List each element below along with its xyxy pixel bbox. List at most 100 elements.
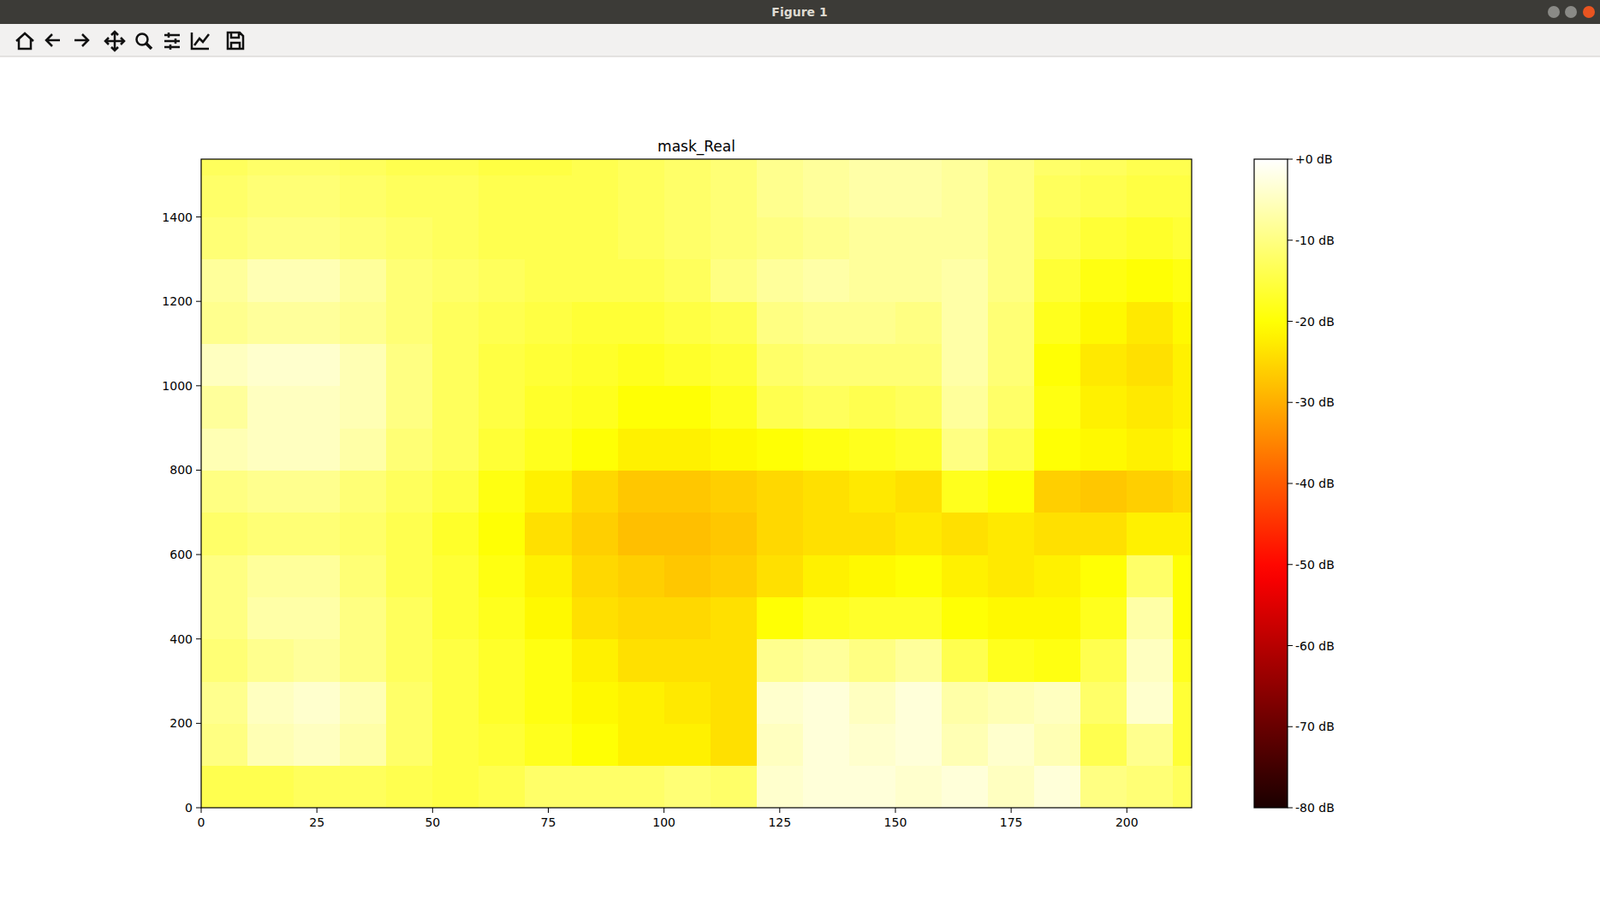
heatmap-cell — [941, 469, 989, 513]
heatmap-cell — [247, 428, 295, 471]
heatmap-cell — [941, 217, 989, 261]
heatmap-cell — [339, 259, 387, 303]
configure-icon[interactable] — [164, 32, 180, 50]
heatmap-cell — [849, 386, 897, 429]
heatmap-cell — [201, 259, 249, 303]
heatmap-cell — [524, 301, 572, 345]
heatmap-cell — [339, 428, 387, 471]
heatmap-cell — [710, 723, 758, 767]
axes-icon[interactable] — [191, 32, 209, 49]
y-tick-label: 400 — [169, 632, 193, 647]
zoom-icon[interactable] — [136, 34, 149, 46]
y-tick — [196, 808, 202, 809]
heatmap-cell — [756, 512, 804, 556]
window-title: Figure 1 — [771, 5, 827, 19]
heatmap-cell — [941, 681, 989, 725]
window-button[interactable] — [1547, 5, 1560, 18]
y-tick — [196, 385, 202, 387]
heatmap-cell — [524, 428, 572, 471]
heatmap-cell — [386, 386, 434, 429]
heatmap-cell — [941, 259, 989, 303]
heatmap-cell — [1080, 469, 1128, 513]
heatmap-cell — [386, 554, 434, 598]
colorbar-tick — [1287, 159, 1293, 161]
heatmap-cell — [664, 386, 712, 429]
heatmap-cell — [618, 723, 666, 767]
heatmap-cell — [1034, 159, 1082, 176]
heatmap-cell — [247, 259, 295, 303]
home-icon[interactable] — [16, 33, 34, 49]
x-tick-label: 175 — [999, 815, 1024, 830]
heatmap-cell — [895, 639, 943, 683]
heatmap-cell — [524, 766, 572, 809]
y-tick — [196, 638, 202, 640]
heatmap-cell — [710, 428, 758, 471]
heatmap-cell — [802, 159, 851, 176]
heatmap-cell — [432, 469, 480, 513]
x-tick-label: 100 — [652, 815, 676, 830]
heatmap-cell — [849, 428, 897, 471]
back-icon[interactable] — [46, 34, 60, 47]
colorbar-tick — [1287, 321, 1293, 322]
heatmap-cell — [571, 639, 619, 683]
heatmap-cell — [987, 159, 1035, 176]
y-tick — [196, 216, 202, 218]
heatmap-cell — [1034, 639, 1082, 683]
colorbar — [1254, 159, 1288, 809]
heatmap-cell — [849, 596, 897, 640]
y-tick — [196, 301, 202, 303]
heatmap-cell — [1172, 344, 1192, 387]
heatmap-cell — [1080, 259, 1128, 303]
heatmap-cell — [1126, 639, 1174, 683]
save-icon[interactable] — [227, 32, 244, 49]
heatmap-cell — [293, 386, 341, 429]
x-tick — [201, 808, 203, 814]
heatmap-cell — [849, 217, 897, 261]
heatmap-cell — [1080, 596, 1128, 640]
heatmap-cell — [987, 428, 1035, 471]
heatmap-cell — [386, 596, 434, 640]
colorbar-tick-label: +0 dB — [1295, 152, 1333, 167]
heatmap-cell — [432, 428, 480, 471]
heatmap-cell — [710, 554, 758, 598]
heatmap-cell — [756, 596, 804, 640]
heatmap-cell — [1080, 723, 1128, 767]
heatmap-cell — [201, 174, 249, 218]
heatmap-cell — [386, 174, 434, 218]
heatmap-cell — [987, 554, 1035, 598]
heatmap-cell — [664, 554, 712, 598]
heatmap-cell — [478, 428, 526, 471]
heatmap-cell — [432, 681, 480, 725]
heatmap-cell — [1034, 301, 1082, 345]
heatmap-cell — [1080, 681, 1128, 725]
x-tick-label: 125 — [767, 815, 792, 830]
heatmap-cell — [664, 428, 712, 471]
heatmap-cell — [987, 766, 1035, 809]
heatmap-cell — [618, 596, 666, 640]
heatmap-cell — [664, 174, 712, 218]
colorbar-tick-label: -40 dB — [1295, 476, 1335, 491]
window-button[interactable] — [1564, 5, 1577, 18]
heatmap-cell — [524, 723, 572, 767]
heatmap-cell — [1126, 681, 1174, 725]
heatmap-cell — [293, 723, 341, 767]
heatmap-cell — [478, 174, 526, 218]
forward-icon[interactable] — [74, 34, 89, 47]
heatmap-cell — [293, 681, 341, 725]
heatmap-cell — [849, 554, 897, 598]
heatmap-cell — [1172, 639, 1192, 683]
heatmap-cell — [201, 469, 249, 513]
heatmap-cell — [941, 596, 989, 640]
heatmap-cell — [756, 723, 804, 767]
heatmap-cell — [339, 681, 387, 725]
heatmap-cell — [478, 469, 526, 513]
window-button[interactable] — [1582, 5, 1595, 18]
heatmap-cell — [432, 159, 480, 176]
heatmap-cell — [432, 639, 480, 683]
pan-icon[interactable] — [105, 31, 125, 51]
heatmap-cell — [524, 512, 572, 556]
heatmap-cell — [987, 217, 1035, 261]
heatmap-cell — [941, 639, 989, 683]
heatmap-cell — [618, 217, 666, 261]
heatmap-cell — [941, 159, 989, 176]
